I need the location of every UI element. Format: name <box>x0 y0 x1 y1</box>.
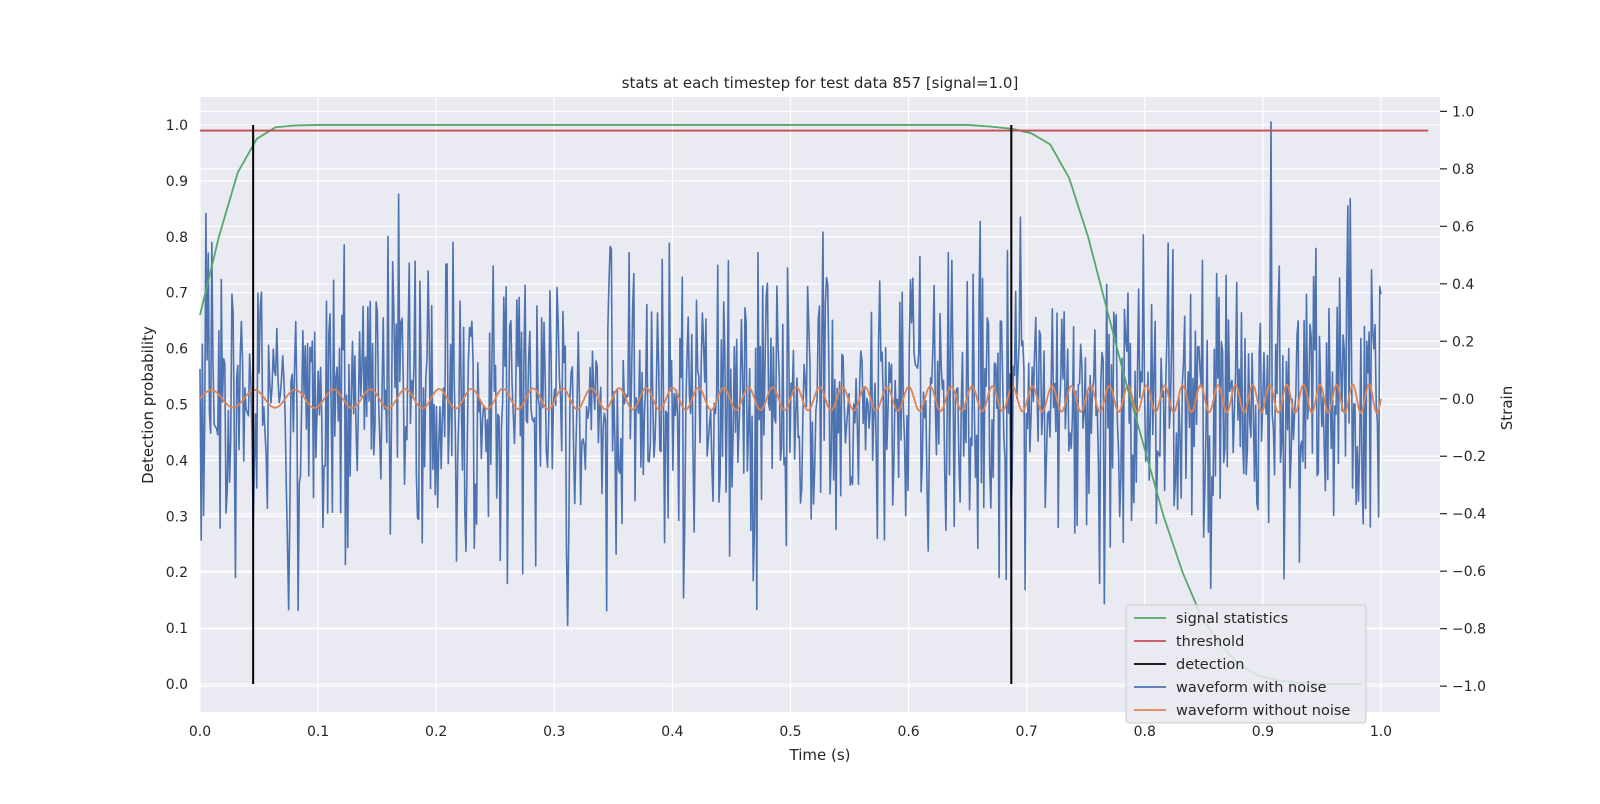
legend-box <box>1125 604 1367 724</box>
x-tick-label: 1.0 <box>1370 724 1392 740</box>
right-y-axis-ticks: −1.0 −0.8 −0.6 −0.4 −0.2 0.0 0.2 0.4 0.6 0.8 1.0 <box>1440 104 1486 695</box>
legend-label-signal-statistics: signal statistics <box>1176 611 1288 627</box>
right-y-tick-label: 1.0 <box>1452 104 1474 120</box>
left-y-tick-label: 0.6 <box>166 342 188 358</box>
left-y-tick-label: 1.0 <box>166 118 188 134</box>
chart-title: stats at each timestep for test data 857… <box>622 74 1019 92</box>
left-y-tick-label: 0.2 <box>166 565 188 581</box>
legend: signal statistics threshold detection wa… <box>1125 604 1367 724</box>
x-tick-label: 0.5 <box>779 724 801 740</box>
legend-label-threshold: threshold <box>1176 634 1244 650</box>
left-y-axis-label: Detection probability <box>139 326 157 484</box>
right-y-tick-label: −0.4 <box>1452 507 1486 523</box>
right-y-tick-label: 0.4 <box>1452 277 1474 293</box>
left-y-tick-label: 0.8 <box>166 230 188 246</box>
right-y-tick-label: 0.2 <box>1452 334 1474 350</box>
left-y-tick-label: 0.9 <box>166 174 188 190</box>
right-y-tick-label: −0.8 <box>1452 622 1486 638</box>
left-y-tick-label: 0.1 <box>166 621 188 637</box>
x-tick-label: 0.3 <box>543 724 565 740</box>
right-y-tick-label: −0.6 <box>1452 564 1486 580</box>
x-tick-label: 0.8 <box>1134 724 1156 740</box>
right-y-tick-label: −1.0 <box>1452 679 1486 695</box>
x-tick-label: 0.2 <box>425 724 447 740</box>
left-y-tick-label: 0.5 <box>166 398 188 414</box>
x-tick-label: 0.6 <box>897 724 919 740</box>
legend-label-waveform-without-noise: waveform without noise <box>1176 703 1350 719</box>
x-tick-label: 0.9 <box>1252 724 1274 740</box>
x-tick-label: 0.0 <box>189 724 211 740</box>
right-y-tick-label: −0.2 <box>1452 449 1486 465</box>
left-y-tick-label: 0.7 <box>166 286 188 302</box>
right-y-tick-label: 0.8 <box>1452 162 1474 178</box>
legend-label-waveform-with-noise: waveform with noise <box>1176 680 1327 696</box>
right-y-tick-label: 0.6 <box>1452 219 1474 235</box>
right-y-tick-label: 0.0 <box>1452 392 1474 408</box>
x-axis-ticks: 0.0 0.1 0.2 0.3 0.4 0.5 0.6 0.7 0.8 0.9 1.0 <box>189 724 1392 740</box>
right-y-axis-label: Strain <box>1498 386 1516 430</box>
x-tick-label: 0.1 <box>307 724 329 740</box>
legend-label-detection: detection <box>1176 657 1244 673</box>
series-line-waveform-with-noise <box>199 121 1382 627</box>
left-y-axis-ticks: 0.0 0.1 0.2 0.3 0.4 0.5 0.6 0.7 0.8 0.9 1.0 <box>166 118 188 693</box>
series-line-waveform-without-noise <box>199 383 1382 415</box>
left-y-tick-label: 0.0 <box>166 677 188 693</box>
series-layer <box>199 121 1429 685</box>
x-tick-label: 0.7 <box>1016 724 1038 740</box>
left-y-tick-label: 0.3 <box>166 509 188 525</box>
x-axis-label: Time (s) <box>789 746 851 764</box>
x-tick-label: 0.4 <box>661 724 683 740</box>
left-y-tick-label: 0.4 <box>166 453 188 469</box>
